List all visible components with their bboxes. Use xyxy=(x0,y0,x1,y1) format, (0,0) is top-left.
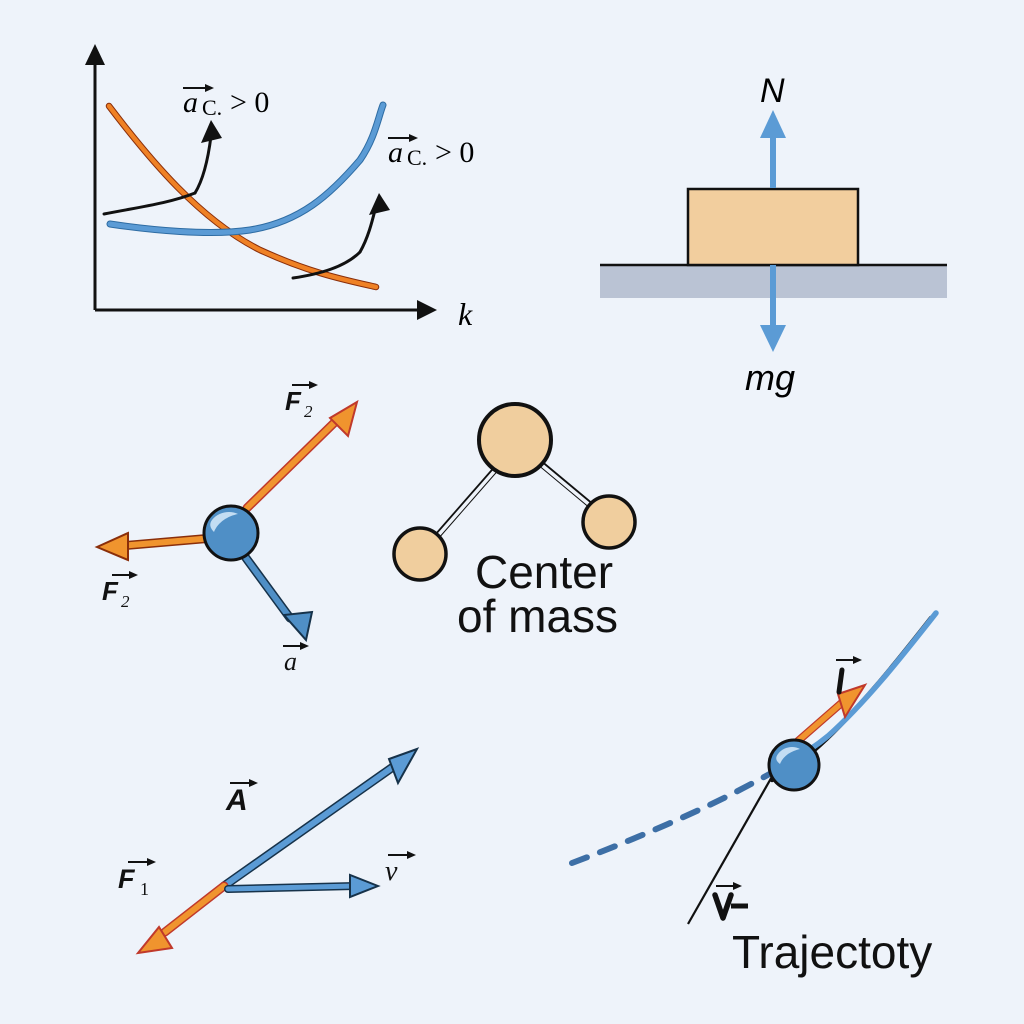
svg-text:> 0: > 0 xyxy=(435,136,474,169)
svg-text:mg: mg xyxy=(745,357,795,398)
svg-text:v: v xyxy=(385,856,398,887)
svg-text:F: F xyxy=(102,576,119,606)
svg-text:C.: C. xyxy=(202,95,222,120)
svg-text:a: a xyxy=(183,86,198,119)
svg-text:2: 2 xyxy=(304,402,313,421)
svg-text:A: A xyxy=(225,784,248,817)
svg-text:Trajectoty: Trajectoty xyxy=(732,926,932,978)
svg-text:> 0: > 0 xyxy=(230,86,269,119)
svg-text:F: F xyxy=(285,386,302,416)
svg-text:of mass: of mass xyxy=(457,590,618,642)
svg-text:a: a xyxy=(388,136,403,169)
svg-text:a: a xyxy=(284,647,297,676)
svg-text:1: 1 xyxy=(140,879,149,899)
svg-text:N: N xyxy=(760,72,785,110)
svg-text:2: 2 xyxy=(121,592,130,611)
svg-text:F: F xyxy=(118,864,136,894)
svg-text:k: k xyxy=(458,296,473,332)
svg-text:C.: C. xyxy=(407,145,427,170)
